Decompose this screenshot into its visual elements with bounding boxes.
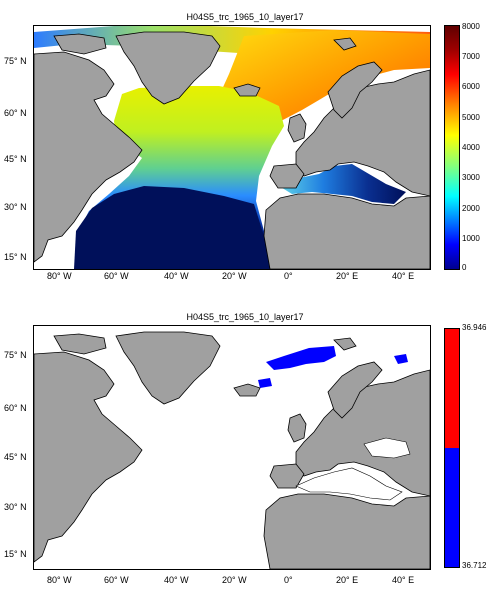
bottom-lat-label-60: 60° N [4, 403, 27, 413]
top-lon-label-20e: 20° E [336, 271, 359, 281]
subtropical-tracer-field [74, 186, 270, 269]
bottom-map-svg [34, 331, 430, 569]
top-lon-label-0: 0° [284, 271, 293, 281]
north-america-land [34, 51, 143, 263]
bottom-lon-label-20e: 20° E [336, 575, 359, 585]
bottom-lat-label-15: 15° N [4, 549, 27, 559]
arctic-islands-land [53, 333, 107, 355]
top-colorbar-label-3000: 3000 [462, 173, 480, 182]
mediterranean-tracer-field [279, 164, 406, 204]
arctic-data-cells [266, 346, 336, 370]
top-lon-label-60w: 60° W [104, 271, 129, 281]
top-colorbar-label-5000: 5000 [462, 113, 480, 122]
top-map-svg [34, 26, 430, 269]
colorbar-high-band [445, 329, 459, 448]
top-lat-label-75: 75° N [4, 56, 27, 66]
svalbard-land [333, 337, 357, 351]
bottom-colorbar-label-min: 36.712 [462, 561, 487, 570]
bottom-colorbar [444, 328, 460, 568]
top-colorbar-label-6000: 6000 [462, 82, 480, 91]
bottom-lon-label-60w: 60° W [104, 575, 129, 585]
top-map-canvas [33, 25, 431, 270]
iceland-land [233, 383, 261, 397]
top-lon-label-40e: 40° E [392, 271, 415, 281]
north-america-land [34, 351, 143, 563]
arctic-islands-land [53, 33, 107, 55]
black-sea [363, 437, 411, 459]
top-colorbar-label-8000: 8000 [462, 22, 480, 31]
top-colorbar-label-7000: 7000 [462, 52, 480, 61]
iberia-land [269, 163, 305, 189]
eurasia-land [295, 69, 430, 197]
top-lat-label-60: 60° N [4, 108, 27, 118]
arctic-data-cells-east [394, 354, 408, 364]
svalbard-land [333, 37, 357, 51]
scandinavia-land [327, 361, 383, 419]
bottom-colorbar-label-max: 36.946 [462, 323, 487, 332]
bottom-lon-label-20w: 20° W [222, 575, 247, 585]
arctic-data-cells-west [258, 378, 272, 388]
top-colorbar-label-1000: 1000 [462, 234, 480, 243]
top-lon-label-20w: 20° W [222, 271, 247, 281]
bottom-lat-label-75: 75° N [4, 350, 27, 360]
iberia-land [269, 463, 305, 489]
top-colorbar-label-4000: 4000 [462, 143, 480, 152]
bottom-map-canvas [33, 325, 431, 570]
scandinavia-land [327, 61, 383, 119]
mediterranean-sea [295, 467, 403, 501]
top-lon-label-80w: 80° W [47, 271, 72, 281]
top-colorbar-label-0: 0 [462, 263, 467, 272]
bottom-map-title: H04S5_trc_1965_10_layer17 [186, 312, 304, 322]
bottom-lon-label-0: 0° [284, 575, 293, 585]
greenland-land [115, 331, 221, 405]
africa-land [263, 193, 430, 269]
bottom-lon-label-40e: 40° E [392, 575, 415, 585]
top-colorbar-label-2000: 2000 [462, 204, 480, 213]
bottom-lat-label-30: 30° N [4, 502, 27, 512]
top-lat-label-15: 15° N [4, 252, 27, 262]
top-colorbar [444, 25, 460, 270]
top-lat-label-30: 30° N [4, 202, 27, 212]
top-lat-label-45: 45° N [4, 154, 27, 164]
top-lon-label-40w: 40° W [164, 271, 189, 281]
iceland-land [233, 83, 261, 97]
bottom-lon-label-80w: 80° W [47, 575, 72, 585]
africa-land [263, 493, 430, 569]
eurasia-land [295, 369, 430, 497]
british-isles-land [287, 113, 307, 143]
colorbar-low-band [445, 448, 459, 567]
greenland-land [115, 31, 221, 105]
british-isles-land [287, 413, 307, 443]
bottom-lat-label-45: 45° N [4, 452, 27, 462]
bottom-lon-label-40w: 40° W [164, 575, 189, 585]
top-map-title: H04S5_trc_1965_10_layer17 [186, 12, 304, 22]
